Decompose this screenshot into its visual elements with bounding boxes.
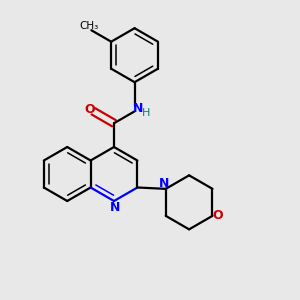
Text: O: O xyxy=(84,103,94,116)
Text: CH₃: CH₃ xyxy=(79,21,98,31)
Text: O: O xyxy=(213,209,223,222)
Text: N: N xyxy=(110,201,120,214)
Text: H: H xyxy=(142,108,150,118)
Text: N: N xyxy=(159,177,169,190)
Text: N: N xyxy=(133,102,144,115)
